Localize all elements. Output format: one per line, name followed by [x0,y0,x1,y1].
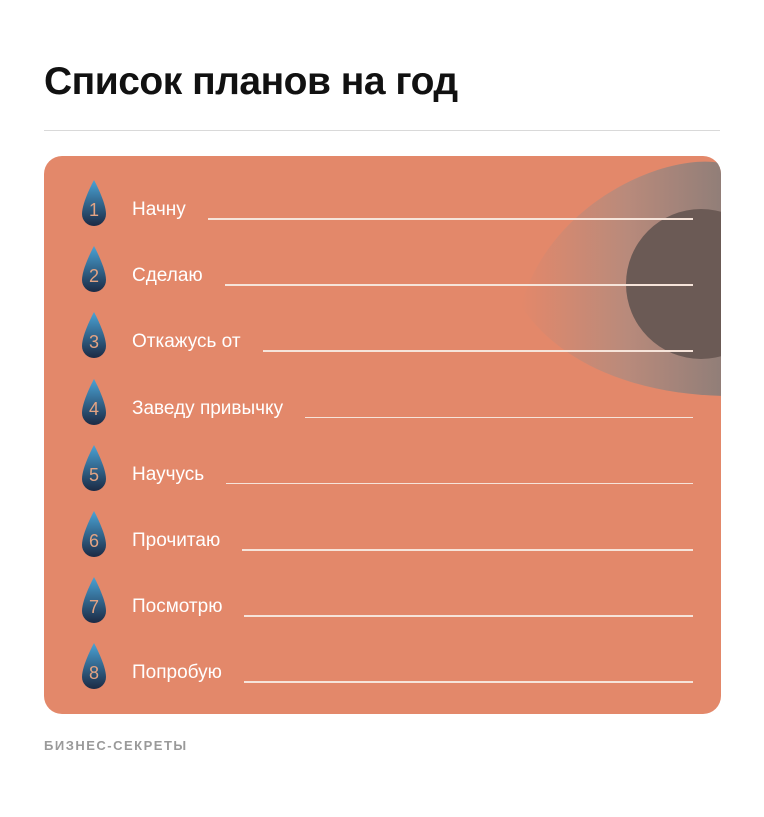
plan-label: Прочитаю [132,530,221,551]
write-in-line[interactable] [305,416,693,419]
water-drop-icon [80,377,108,429]
write-in-line[interactable] [263,350,693,352]
write-in-line[interactable] [208,218,693,220]
plan-item: 6 Прочитаю [44,509,721,561]
page-title: Список планов на год [44,60,458,103]
plan-number: 8 [88,663,99,684]
water-drop-icon [80,178,108,230]
plan-label: Научусь [132,463,205,485]
plan-item: 5 Научусь [44,443,721,495]
write-in-line[interactable] [242,549,693,551]
plan-label: Попробую [132,662,222,684]
water-drop-icon [80,641,108,693]
title-divider [44,130,720,131]
plan-item: 8 Попробую [44,641,721,693]
plan-item: 2 Сделаю [44,244,721,296]
plan-item: 4 Заведу привычку [44,377,721,429]
plan-item: 1 Начну [44,178,721,230]
plan-number: 6 [88,531,99,551]
water-drop-icon [80,575,108,627]
plan-item: 7 Посмотрю [44,575,721,627]
water-drop-icon [80,310,108,362]
plan-label: Сделаю [132,265,203,287]
water-drop-icon [80,443,108,495]
plan-number: 5 [88,464,99,485]
plan-number: 3 [88,332,99,353]
brand-logo: БИЗНЕС-СЕКРЕТЫ [44,738,188,753]
write-in-line[interactable] [244,681,693,683]
plan-label: Откажусь от [132,331,241,353]
plans-card: 1 Начну 2 Сделаю 3 Откажусь от 4 Заведу привычк… [44,156,721,714]
write-in-line[interactable] [225,284,693,286]
plan-number: 2 [88,266,99,287]
write-in-line[interactable] [244,615,693,617]
plan-number: 4 [88,398,99,419]
plan-label: Посмотрю [132,596,223,618]
water-drop-icon [80,244,108,296]
plan-item: 3 Откажусь от [44,310,721,362]
water-drop-icon [80,509,108,561]
plan-label: Заведу привычку [132,397,284,419]
plan-number: 7 [88,597,99,618]
plan-number: 1 [88,200,99,220]
write-in-line[interactable] [226,482,693,485]
plan-label: Начну [132,199,186,220]
